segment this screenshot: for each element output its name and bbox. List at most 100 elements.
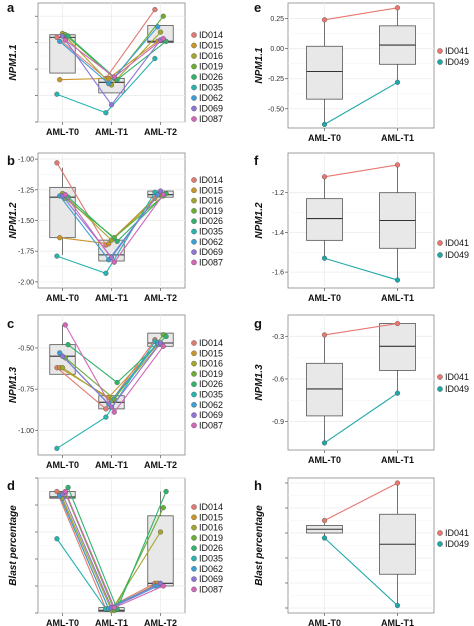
data-point-ID087-AML-T0 (62, 37, 68, 43)
legend-marker-ID014 (191, 340, 197, 346)
legend-marker-ID041 (437, 530, 443, 536)
x-tick-label: AML-T0 (308, 293, 341, 303)
legend-marker-ID014 (191, 32, 197, 38)
legend-marker-ID026 (191, 545, 197, 552)
legend-label-ID035: ID035 (199, 227, 223, 237)
y-tick-label: -1.4 (272, 230, 284, 237)
legend-marker-ID087 (191, 116, 197, 122)
data-point-ID035-AML-T0 (54, 536, 60, 542)
legend-label-ID049: ID049 (445, 57, 469, 67)
legend-label-ID014: ID014 (199, 502, 223, 512)
legend-label-ID087: ID087 (199, 584, 223, 594)
data-point-ID015-AML-T1 (106, 241, 112, 247)
data-point-ID069-AML-T2 (157, 340, 164, 346)
legend-marker-ID019 (191, 535, 197, 541)
legend-label-ID087: ID087 (199, 257, 223, 267)
legend-label-ID014: ID014 (199, 30, 223, 40)
legend-marker-ID015 (191, 514, 197, 521)
data-point-ID041-AML-T0 (321, 332, 328, 338)
y-axis-label: NPM1.2 (254, 202, 265, 239)
y-axis-label: NPM1.1 (254, 47, 265, 84)
x-tick-label: AML-T1 (95, 293, 128, 303)
legend-marker-ID062 (191, 238, 197, 245)
series-line-ID041 (324, 7, 398, 21)
legend-label-ID026: ID026 (199, 543, 223, 553)
box-AML-T0 (306, 362, 343, 417)
data-point-ID062-AML-T2 (155, 24, 161, 30)
legend-label-ID035: ID035 (199, 83, 223, 93)
legend-marker-ID016 (191, 53, 197, 59)
data-point-ID016-AML-T2 (157, 29, 164, 35)
box-AML-T0 (306, 45, 343, 100)
data-point-ID087-AML-T1 (111, 259, 117, 265)
legend-marker-ID041 (437, 374, 443, 380)
legend-label-ID049: ID049 (445, 539, 469, 549)
data-point-ID087-AML-T2 (160, 192, 166, 198)
data-point-ID014-AML-T0 (54, 160, 60, 166)
panel-letter-h: h (254, 478, 262, 493)
legend-label-ID016: ID016 (199, 523, 223, 533)
series-line-ID049 (324, 257, 398, 281)
legend-marker-ID019 (191, 63, 197, 70)
legend-marker-ID016 (191, 524, 197, 531)
legend-marker-ID041 (437, 48, 443, 54)
legend-label-ID016: ID016 (199, 359, 223, 369)
data-point-ID026-AML-T1 (114, 238, 120, 244)
data-point-ID087-AML-T0 (62, 322, 68, 328)
data-point-ID041-AML-T1 (394, 320, 401, 327)
legend-label-ID026: ID026 (199, 379, 223, 389)
legend-marker-ID015 (191, 42, 197, 49)
data-point-ID015-AML-T0 (57, 235, 63, 241)
x-tick-label: AML-T0 (308, 618, 341, 626)
legend-label-ID015: ID015 (199, 348, 223, 358)
x-tick-label: AML-T1 (381, 133, 414, 143)
data-point-ID087-AML-T1 (111, 74, 117, 80)
legend-label-ID069: ID069 (199, 247, 223, 257)
legend-label-ID016: ID016 (199, 196, 223, 206)
data-point-ID026-AML-T2 (163, 488, 169, 495)
legend-marker-ID035 (191, 555, 197, 562)
legend-label-ID062: ID062 (199, 400, 223, 410)
x-tick-label: AML-T2 (144, 127, 177, 137)
legend-label-ID035: ID035 (199, 554, 223, 564)
y-tick-label: -0.50 (18, 345, 34, 352)
data-point-ID035-AML-T1 (103, 270, 109, 276)
legend-marker-ID062 (191, 95, 197, 101)
data-point-ID041-AML-T0 (321, 17, 328, 23)
legend-marker-ID069 (191, 249, 197, 255)
box-AML-T2 (147, 515, 174, 587)
x-tick-label: AML-T2 (144, 460, 177, 470)
y-axis-label: NPM1.3 (8, 367, 19, 404)
panel-letter-e: e (254, 0, 261, 15)
y-tick-label: -0.75 (18, 387, 34, 394)
data-point-ID035-AML-T0 (54, 445, 60, 452)
y-tick-label: -2.00 (18, 279, 34, 286)
legend-label-ID019: ID019 (199, 369, 223, 379)
box-AML-T0 (306, 198, 343, 241)
data-point-ID062-AML-T1 (106, 81, 112, 87)
data-point-ID026-AML-T1 (114, 379, 120, 386)
data-point-ID041-AML-T1 (394, 480, 401, 486)
data-point-ID087-AML-T1 (111, 604, 117, 611)
legend-marker-ID069 (191, 105, 197, 112)
y-tick-label: -1.25 (18, 187, 34, 194)
data-point-ID069-AML-T0 (59, 353, 66, 359)
series-line-ID041 (324, 482, 398, 521)
legend-marker-ID087 (191, 422, 197, 429)
series-line-ID041 (324, 164, 398, 178)
data-point-ID035-AML-T0 (54, 91, 60, 97)
legend-marker-ID035 (191, 228, 197, 235)
y-tick-label: -1.75 (18, 249, 34, 256)
data-point-ID035-AML-T1 (103, 414, 109, 420)
x-tick-label: AML-T0 (46, 293, 79, 303)
data-point-ID026-AML-T0 (65, 33, 71, 39)
y-tick-label: -1.6 (272, 270, 284, 277)
x-tick-label: AML-T1 (381, 455, 414, 465)
legend-marker-ID062 (191, 401, 197, 408)
y-tick-label: -0.3 (272, 334, 284, 341)
data-point-ID014-AML-T1 (103, 406, 109, 412)
data-point-ID035-AML-T0 (54, 253, 60, 259)
legend-marker-ID049 (437, 386, 443, 392)
legend-label-ID041: ID041 (445, 46, 469, 56)
legend-label-ID014: ID014 (199, 338, 223, 348)
